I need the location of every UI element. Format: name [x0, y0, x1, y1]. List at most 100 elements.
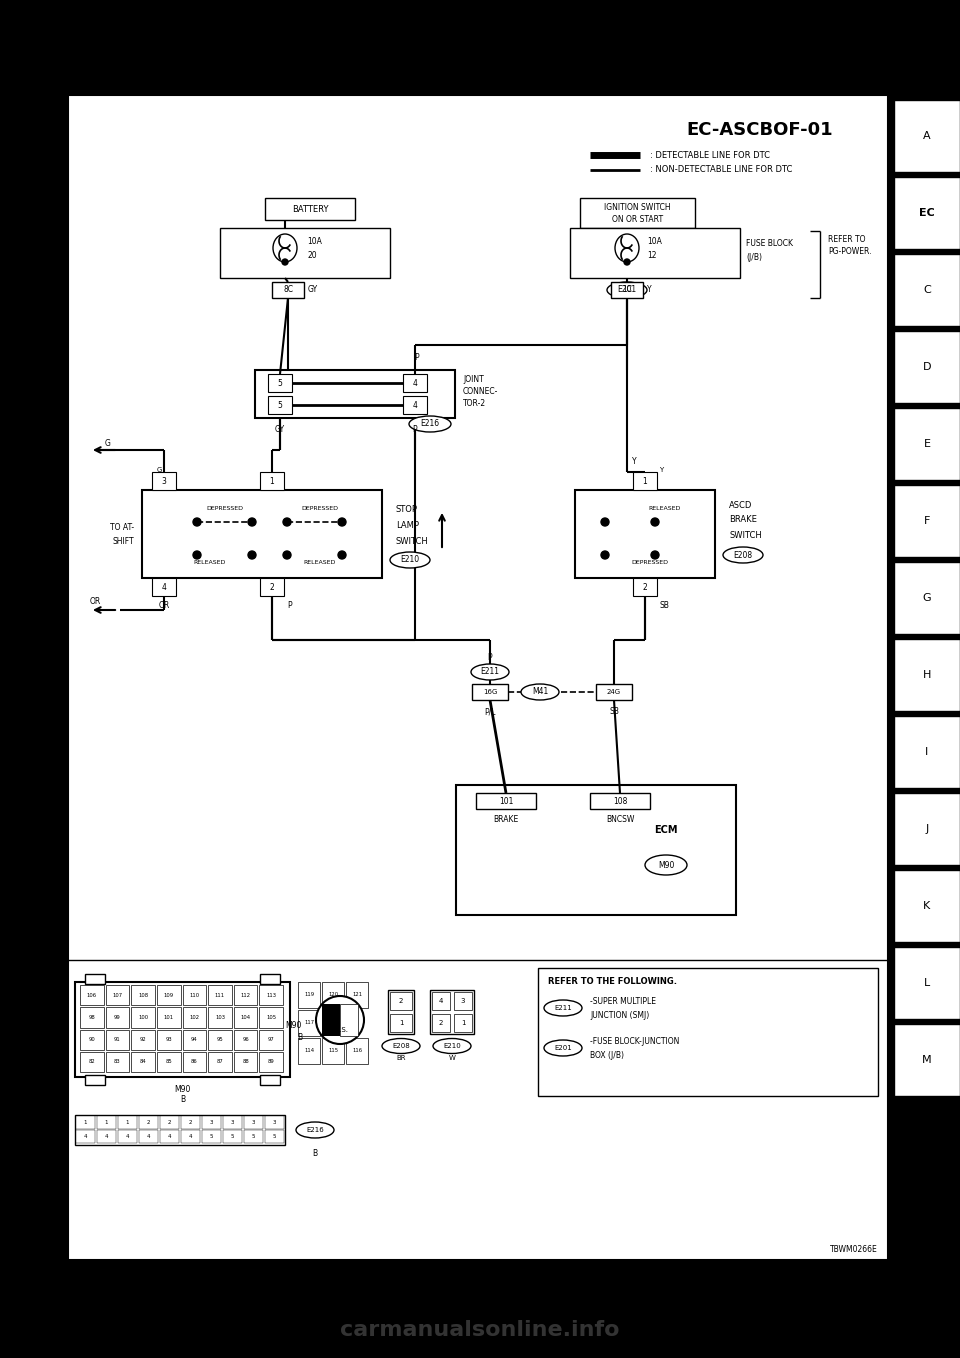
Text: 109: 109 [163, 993, 174, 998]
Bar [85, 1076, 105, 1085]
Bar [570, 228, 740, 278]
Text: 88: 88 [242, 1059, 249, 1065]
Text: 5: 5 [252, 1134, 255, 1139]
Bar [156, 1051, 180, 1071]
Bar [75, 1115, 285, 1145]
Text: REFER TO THE FOLLOWING.: REFER TO THE FOLLOWING. [548, 978, 677, 986]
Text: 5: 5 [277, 379, 282, 387]
Bar [265, 198, 355, 220]
Text: GY: GY [275, 425, 285, 435]
Text: E216: E216 [306, 1127, 324, 1133]
Bar [259, 1029, 283, 1050]
Bar [472, 684, 508, 699]
Text: E: E [924, 439, 930, 449]
Text: 4: 4 [84, 1134, 87, 1139]
Bar [76, 1116, 95, 1128]
Text: JUNCTION (SMJ): JUNCTION (SMJ) [590, 1012, 649, 1020]
Text: 94: 94 [191, 1038, 198, 1042]
Text: I: I [925, 747, 928, 756]
Circle shape [283, 517, 291, 526]
Bar [633, 473, 657, 490]
Bar [322, 982, 344, 1008]
Text: 95: 95 [217, 1038, 224, 1042]
Bar [894, 407, 960, 479]
Bar [244, 1130, 263, 1143]
Bar [208, 1008, 231, 1028]
Text: 100: 100 [138, 1014, 148, 1020]
Text: 86: 86 [191, 1059, 198, 1065]
Circle shape [282, 259, 288, 265]
Text: 3: 3 [230, 1119, 234, 1124]
Text: 4: 4 [105, 1134, 108, 1139]
Text: W: W [448, 1055, 455, 1061]
Text: : NON-DETECTABLE LINE FOR DTC: : NON-DETECTABLE LINE FOR DTC [650, 166, 792, 174]
Text: 20: 20 [307, 251, 317, 261]
Text: 2: 2 [168, 1119, 171, 1124]
Text: 3: 3 [252, 1119, 255, 1124]
Bar [80, 1008, 104, 1028]
Bar [403, 373, 427, 392]
Text: 1: 1 [398, 1020, 403, 1027]
Bar [233, 985, 257, 1005]
Text: 96: 96 [242, 1038, 249, 1042]
Bar [202, 1116, 221, 1128]
Bar [894, 485, 960, 557]
Text: 99: 99 [114, 1014, 121, 1020]
Circle shape [601, 517, 609, 526]
Text: 118: 118 [328, 1020, 338, 1025]
Bar [80, 1029, 104, 1050]
Bar [259, 1051, 283, 1071]
Text: TBWM0266E: TBWM0266E [830, 1245, 878, 1253]
Text: ASCD: ASCD [729, 501, 753, 509]
Circle shape [338, 517, 346, 526]
Bar [894, 177, 960, 249]
Bar [260, 974, 280, 985]
Bar [181, 1130, 200, 1143]
Bar [223, 1116, 242, 1128]
Text: DEPRESSED: DEPRESSED [632, 561, 668, 565]
Ellipse shape [544, 999, 582, 1016]
Text: 90: 90 [88, 1038, 95, 1042]
Text: -FUSE BLOCK-JUNCTION: -FUSE BLOCK-JUNCTION [590, 1036, 680, 1046]
Bar [233, 1029, 257, 1050]
Bar [68, 95, 888, 1260]
Bar [202, 1130, 221, 1143]
Text: 2: 2 [398, 998, 403, 1004]
Text: M41: M41 [532, 687, 548, 697]
Text: E201: E201 [554, 1046, 572, 1051]
Text: 12: 12 [647, 251, 657, 261]
Text: 87: 87 [217, 1059, 224, 1065]
Bar [208, 1029, 231, 1050]
Text: RELEASED: RELEASED [194, 561, 227, 565]
Circle shape [651, 551, 659, 559]
Bar [156, 1029, 180, 1050]
Text: BOX (J/B): BOX (J/B) [590, 1051, 624, 1061]
Text: 1: 1 [270, 477, 275, 486]
Text: 115: 115 [328, 1048, 338, 1054]
Text: REFER TO: REFER TO [828, 235, 866, 243]
Bar [633, 579, 657, 596]
Bar [894, 562, 960, 634]
Ellipse shape [433, 1039, 471, 1054]
Bar [182, 1008, 206, 1028]
Text: 110: 110 [189, 993, 200, 998]
Text: E216: E216 [420, 420, 440, 429]
Text: SB: SB [609, 708, 619, 717]
Text: EC: EC [919, 208, 935, 219]
Text: 101: 101 [499, 797, 514, 805]
Text: 3: 3 [461, 998, 466, 1004]
Text: BRAKE: BRAKE [493, 815, 518, 823]
Text: 4: 4 [439, 998, 444, 1004]
Text: LAMP: LAMP [396, 521, 419, 531]
Bar [340, 1004, 358, 1036]
Bar [456, 785, 736, 915]
Text: TO AT-: TO AT- [109, 523, 134, 532]
Circle shape [338, 551, 346, 559]
Text: H.S.: H.S. [334, 1027, 348, 1033]
Text: A: A [924, 130, 931, 141]
Text: BNCSW: BNCSW [606, 815, 635, 823]
Text: H: H [923, 669, 931, 680]
Bar [346, 1038, 368, 1065]
Text: 1: 1 [105, 1119, 108, 1124]
Text: 106: 106 [86, 993, 97, 998]
